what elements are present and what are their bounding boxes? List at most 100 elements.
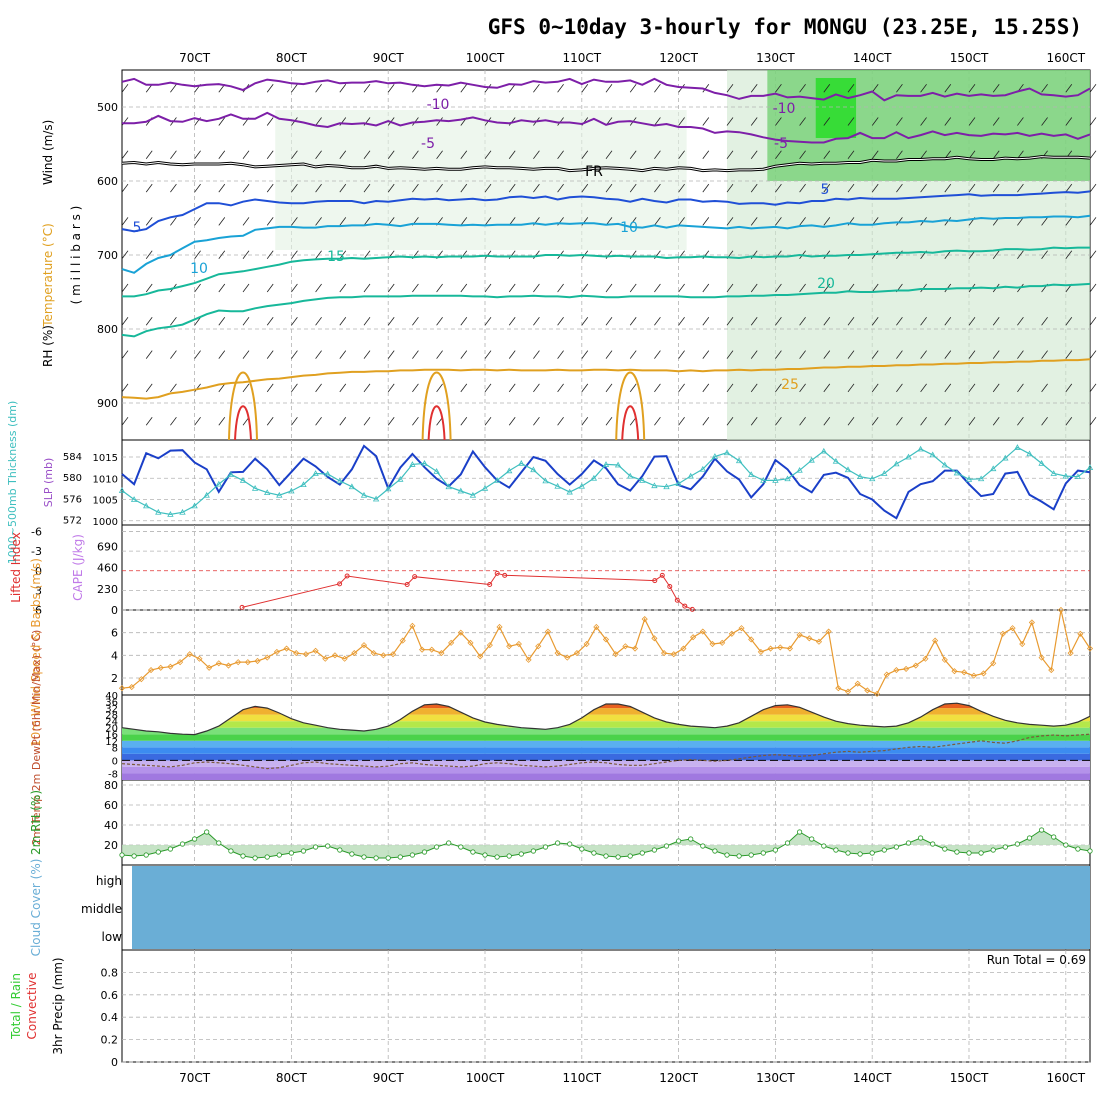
wind-barb bbox=[194, 350, 201, 359]
wind-barb bbox=[847, 317, 855, 326]
wind-barb bbox=[871, 183, 879, 193]
wind-barb bbox=[218, 350, 226, 359]
wind-barb bbox=[920, 117, 927, 126]
time-tick-label-bottom: 90CT bbox=[373, 1071, 405, 1085]
thickness-marker bbox=[869, 475, 876, 482]
wind-barb bbox=[315, 283, 322, 293]
wind10-marker bbox=[525, 656, 532, 663]
wind-barb bbox=[339, 83, 347, 93]
thickness-marker bbox=[130, 496, 138, 502]
isotherm-label: 10 bbox=[620, 220, 638, 236]
wind-barb bbox=[363, 383, 371, 393]
wind-barb bbox=[702, 83, 710, 93]
rh-marker bbox=[446, 840, 452, 846]
wind10-marker bbox=[641, 616, 648, 623]
y-tick-label: 4 bbox=[111, 649, 118, 662]
wind-barb bbox=[412, 317, 419, 326]
rh-marker bbox=[603, 853, 609, 859]
wind10-speed-line bbox=[121, 609, 1091, 695]
wind-barb bbox=[775, 150, 782, 160]
rh-marker bbox=[736, 853, 742, 859]
wind-barb bbox=[533, 416, 540, 426]
wind-barb bbox=[363, 83, 371, 93]
wind-barb bbox=[992, 117, 1000, 126]
wind-barb bbox=[678, 150, 685, 160]
wind-barb bbox=[654, 317, 661, 326]
wind-barb bbox=[871, 383, 879, 393]
wind-barb bbox=[702, 283, 710, 293]
wind-barb bbox=[799, 217, 806, 226]
rh-marker bbox=[397, 854, 403, 860]
wind-barb bbox=[291, 416, 298, 426]
wind10-marker bbox=[118, 685, 126, 692]
rh-marker bbox=[458, 844, 464, 850]
rh-marker bbox=[494, 854, 500, 860]
wind10-marker bbox=[786, 645, 793, 652]
wind-barb bbox=[992, 416, 1000, 426]
wind-barb bbox=[823, 416, 831, 426]
wind10-marker bbox=[990, 660, 997, 667]
wind-barb bbox=[726, 150, 734, 160]
wind-barb bbox=[436, 283, 443, 293]
precip-tick-label: 0.6 bbox=[101, 989, 119, 1002]
rh-marker bbox=[421, 849, 428, 855]
wind10-marker bbox=[941, 656, 948, 663]
wind-barb bbox=[363, 150, 371, 160]
wind10-marker bbox=[1086, 645, 1094, 652]
ylabel-rh: RH (%) bbox=[41, 325, 55, 367]
wind10-marker bbox=[322, 655, 329, 662]
wind-barb bbox=[218, 283, 226, 293]
lifted-index-marker bbox=[412, 574, 418, 580]
thickness-marker bbox=[506, 467, 513, 474]
thickness-marker bbox=[397, 475, 404, 482]
cloud-background bbox=[132, 866, 1090, 949]
temp-tick-label: 24 bbox=[105, 717, 118, 728]
rh-marker bbox=[131, 853, 137, 859]
precip-tick-label: 0.8 bbox=[101, 966, 119, 979]
thickness-marker bbox=[990, 465, 997, 472]
rh-marker bbox=[433, 844, 440, 850]
wind-barb bbox=[1041, 416, 1048, 426]
wind-barb bbox=[750, 83, 758, 93]
wind10-marker bbox=[215, 660, 222, 667]
wind-barb bbox=[629, 183, 637, 193]
wind-barb bbox=[871, 83, 879, 93]
wind-barb bbox=[145, 416, 153, 426]
wind-barb bbox=[823, 217, 831, 226]
y-tick-label: 20 bbox=[104, 839, 118, 852]
cape-tick-label: 460 bbox=[97, 562, 118, 575]
wind10-marker bbox=[351, 650, 358, 657]
wind-barb bbox=[1089, 117, 1097, 126]
wind-barb bbox=[315, 317, 322, 326]
wind-barb bbox=[581, 183, 589, 193]
wind-barb bbox=[678, 183, 685, 193]
li-tick-label: 6 bbox=[35, 604, 42, 617]
rh-marker bbox=[373, 855, 379, 861]
wind-barb bbox=[170, 83, 177, 93]
wind-barb bbox=[1017, 183, 1024, 193]
wind-barb bbox=[823, 283, 831, 293]
rh-marker bbox=[409, 852, 415, 858]
wind-barb bbox=[992, 183, 1000, 193]
rh-marker bbox=[470, 849, 476, 855]
isotherm-label: -10 bbox=[427, 97, 450, 113]
temp-band bbox=[122, 740, 1090, 748]
wind-barb bbox=[654, 117, 661, 126]
wind10-marker bbox=[535, 643, 542, 650]
rh-marker bbox=[990, 847, 996, 853]
wind-barb bbox=[871, 416, 879, 426]
hot-loop-contour bbox=[621, 405, 640, 441]
wind10-marker bbox=[690, 634, 697, 641]
rh-marker bbox=[917, 835, 924, 841]
precip-ylabel-c: 3hr Precip (mm) bbox=[51, 957, 65, 1054]
wind10-marker bbox=[312, 647, 319, 654]
wind-barb bbox=[1041, 217, 1048, 226]
wind-barb bbox=[145, 383, 153, 393]
thickness-marker bbox=[953, 469, 961, 476]
thickness-marker bbox=[336, 477, 343, 484]
wind10-marker bbox=[796, 631, 803, 638]
wind-barb bbox=[678, 416, 685, 426]
thickness-marker bbox=[312, 470, 319, 476]
ylabel-slp: SLP (mb) bbox=[42, 458, 55, 508]
